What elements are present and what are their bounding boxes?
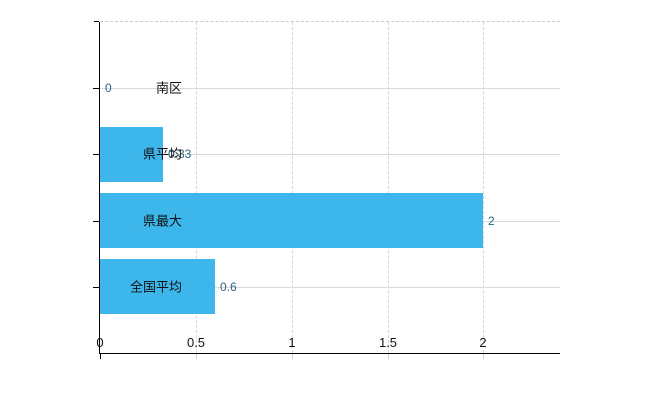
category-label: 南区: [155, 80, 182, 96]
category-gridline: [100, 88, 560, 90]
x-tick-label: 0: [96, 335, 104, 350]
category-label: 全国平均: [129, 279, 182, 295]
y-axis-tick: [93, 220, 99, 222]
x-axis-tick: [100, 354, 101, 359]
x-tick-label: 1: [288, 335, 296, 350]
x-axis-tick: [483, 354, 484, 359]
bar-全国平均[interactable]: [100, 259, 215, 315]
y-axis-top-tick: [94, 21, 99, 22]
bar-県平均[interactable]: [100, 126, 163, 182]
plot-area: 0 0.33 2 0.6: [93, 21, 560, 359]
vertical-gridline: [196, 22, 197, 353]
category-label: 県平均: [142, 146, 182, 162]
bar-value-label: 0: [105, 81, 112, 96]
x-tick-label: 2: [479, 335, 487, 350]
x-axis-line: [99, 353, 560, 354]
vertical-gridline: [483, 22, 484, 353]
plot-top-border: [100, 21, 560, 22]
category-gridline: [100, 286, 560, 288]
y-axis-tick: [93, 286, 99, 288]
y-axis-tick: [93, 154, 99, 156]
bar-value-label: 2: [488, 213, 495, 228]
bar-value-label: 0.6: [220, 279, 237, 294]
category-gridline: [100, 154, 560, 156]
category-label: 県最大: [142, 213, 182, 229]
bar-県最大[interactable]: [100, 193, 483, 249]
x-axis-tick: [196, 354, 197, 359]
y-axis-tick: [93, 88, 99, 90]
x-tick-label: 1.5: [378, 335, 398, 350]
x-tick-label: 0.5: [186, 335, 206, 350]
vertical-gridline: [388, 22, 389, 353]
x-axis-tick: [292, 354, 293, 359]
x-axis-tick: [388, 354, 389, 359]
vertical-gridline: [292, 22, 293, 353]
y-axis-line: [99, 22, 100, 353]
bar-value-label: 0.33: [168, 147, 192, 162]
